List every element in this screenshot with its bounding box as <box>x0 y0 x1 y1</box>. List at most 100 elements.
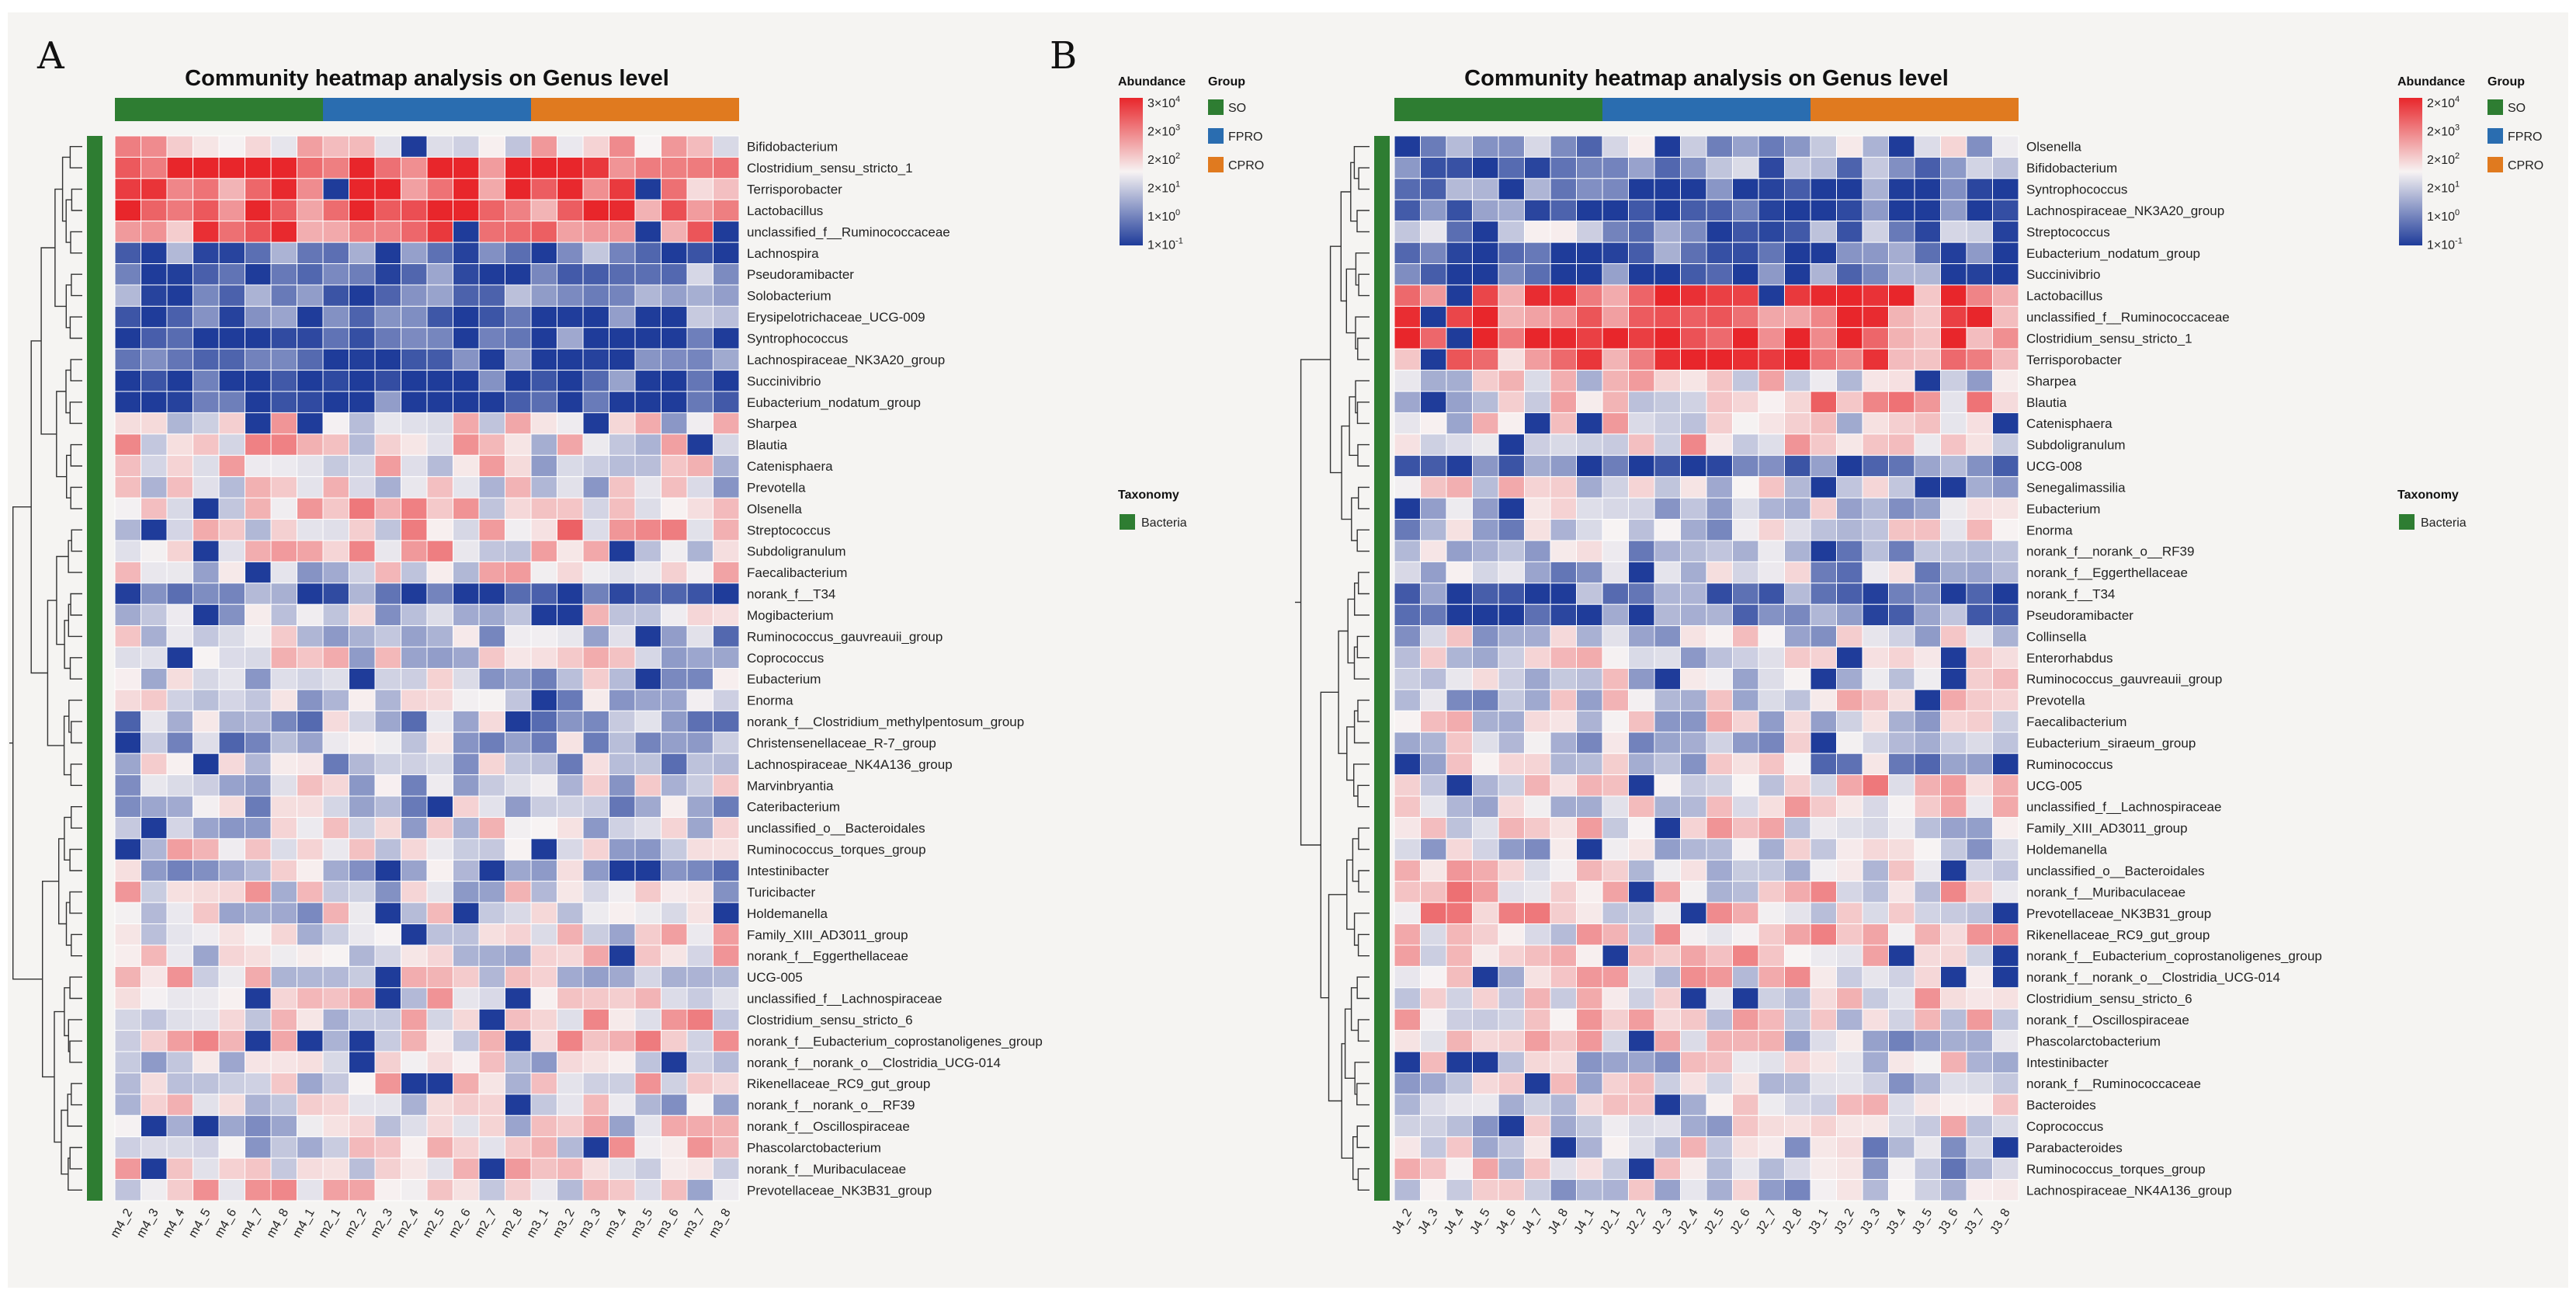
heatmap-cell <box>1810 199 1837 222</box>
heatmap-cell <box>349 370 376 392</box>
heatmap-cell <box>1524 348 1551 371</box>
heatmap-cell <box>1394 668 1421 690</box>
column-label: J4_5 <box>1468 1206 1493 1236</box>
heatmap-cell <box>349 454 376 478</box>
heatmap-cell <box>1966 284 1993 307</box>
heatmap-cell <box>1992 391 2019 413</box>
heatmap-cell <box>1420 965 1447 989</box>
heatmap-cell <box>1940 561 1967 584</box>
heatmap-cell <box>1888 178 1915 200</box>
heatmap-cell <box>1836 774 1863 797</box>
heatmap-cell <box>1446 1136 1473 1159</box>
heatmap-cell <box>478 1179 505 1201</box>
heatmap-cell <box>686 497 713 520</box>
heatmap-cell <box>1394 199 1421 222</box>
heatmap-cell <box>530 540 557 562</box>
heatmap-cell <box>661 710 688 733</box>
heatmap-cell <box>1966 242 1993 265</box>
heatmap-cell <box>245 263 272 286</box>
column-label: J2_7 <box>1754 1206 1779 1236</box>
heatmap-cell <box>582 284 609 307</box>
heatmap-cell <box>1810 519 1837 541</box>
heatmap-cell <box>609 1051 636 1073</box>
heatmap-cell <box>609 156 636 179</box>
row-label: Blautia <box>747 438 788 453</box>
heatmap-cell <box>1628 987 1655 1010</box>
heatmap-cell <box>1992 454 2019 478</box>
heatmap-cell <box>114 816 141 840</box>
heatmap-cell <box>1524 454 1551 478</box>
heatmap-cell <box>1914 540 1941 562</box>
heatmap-cell <box>1472 497 1499 520</box>
heatmap-cell <box>193 1030 220 1052</box>
heatmap-cell <box>1862 391 1889 413</box>
heatmap-cell <box>713 668 740 690</box>
heatmap-cell <box>609 732 636 754</box>
heatmap-cell <box>1706 923 1733 946</box>
heatmap-cell <box>297 1136 324 1159</box>
heatmap-cell <box>141 370 168 392</box>
heatmap-cell <box>1420 646 1447 669</box>
row-label: Lactobacillus <box>2026 289 2102 304</box>
heatmap-cell <box>426 753 453 776</box>
heatmap-cell <box>1862 178 1889 200</box>
heatmap-cell <box>1446 1008 1473 1031</box>
heatmap-cell <box>1888 838 1915 861</box>
heatmap-cell <box>1550 156 1577 179</box>
heatmap-cell <box>1914 327 1941 349</box>
heatmap-cell <box>1602 902 1629 925</box>
row-label: Ruminococcus_torques_group <box>2026 1162 2206 1177</box>
heatmap-cell <box>713 1179 740 1201</box>
heatmap-cell <box>141 1094 168 1116</box>
heatmap-cell <box>1810 221 1837 243</box>
heatmap-cell <box>1784 305 1811 329</box>
heatmap-cell <box>401 923 428 946</box>
heatmap-cell <box>686 1114 713 1138</box>
row-label: Coprococcus <box>2026 1119 2103 1134</box>
heatmap-cell <box>634 199 661 222</box>
heatmap-cell <box>1654 327 1681 349</box>
heatmap-cell <box>1680 732 1707 754</box>
heatmap-cell <box>1446 1179 1473 1201</box>
heatmap-cell <box>1420 774 1447 797</box>
heatmap-cell <box>1576 816 1603 840</box>
heatmap-cell <box>1706 965 1733 989</box>
heatmap-cell <box>1784 1030 1811 1052</box>
heatmap-cell <box>245 370 272 392</box>
heatmap-cell <box>114 242 141 265</box>
heatmap-cell <box>297 221 324 243</box>
heatmap-cell <box>1810 263 1837 286</box>
heatmap-cell <box>322 476 349 499</box>
heatmap-cell <box>1576 881 1603 903</box>
heatmap-cell <box>141 1114 168 1138</box>
heatmap-cell <box>426 242 453 265</box>
heatmap-cell <box>1862 795 1889 818</box>
heatmap-cell <box>1706 1136 1733 1159</box>
heatmap-cell <box>1550 881 1577 903</box>
heatmap-cell <box>1940 242 1967 265</box>
heatmap-cell <box>1992 668 2019 690</box>
heatmap-cell <box>270 433 297 456</box>
heatmap-cell <box>218 412 245 435</box>
heatmap-cell <box>1446 1114 1473 1138</box>
heatmap-cell <box>1680 1072 1707 1095</box>
heatmap-cell <box>634 710 661 733</box>
heatmap-cell <box>1810 284 1837 307</box>
heatmap-cell <box>245 454 272 478</box>
heatmap-cell <box>453 646 480 669</box>
heatmap-cell <box>1472 178 1499 200</box>
dendrogram-branch <box>1320 691 1339 999</box>
heatmap-cell <box>218 454 245 478</box>
heatmap-cell <box>1524 1008 1551 1031</box>
heatmap-cell <box>1654 1179 1681 1201</box>
heatmap-cell <box>505 391 532 413</box>
heatmap-cell <box>713 582 740 605</box>
row-label: Christensenellaceae_R-7_group <box>747 735 936 750</box>
heatmap-cell <box>609 433 636 456</box>
heatmap-cell <box>713 156 740 179</box>
heatmap-cell <box>1966 753 1993 776</box>
heatmap-cell <box>478 625 505 648</box>
heatmap-cell <box>1888 199 1915 222</box>
heatmap-cell <box>1420 987 1447 1010</box>
heatmap-cell <box>582 476 609 499</box>
